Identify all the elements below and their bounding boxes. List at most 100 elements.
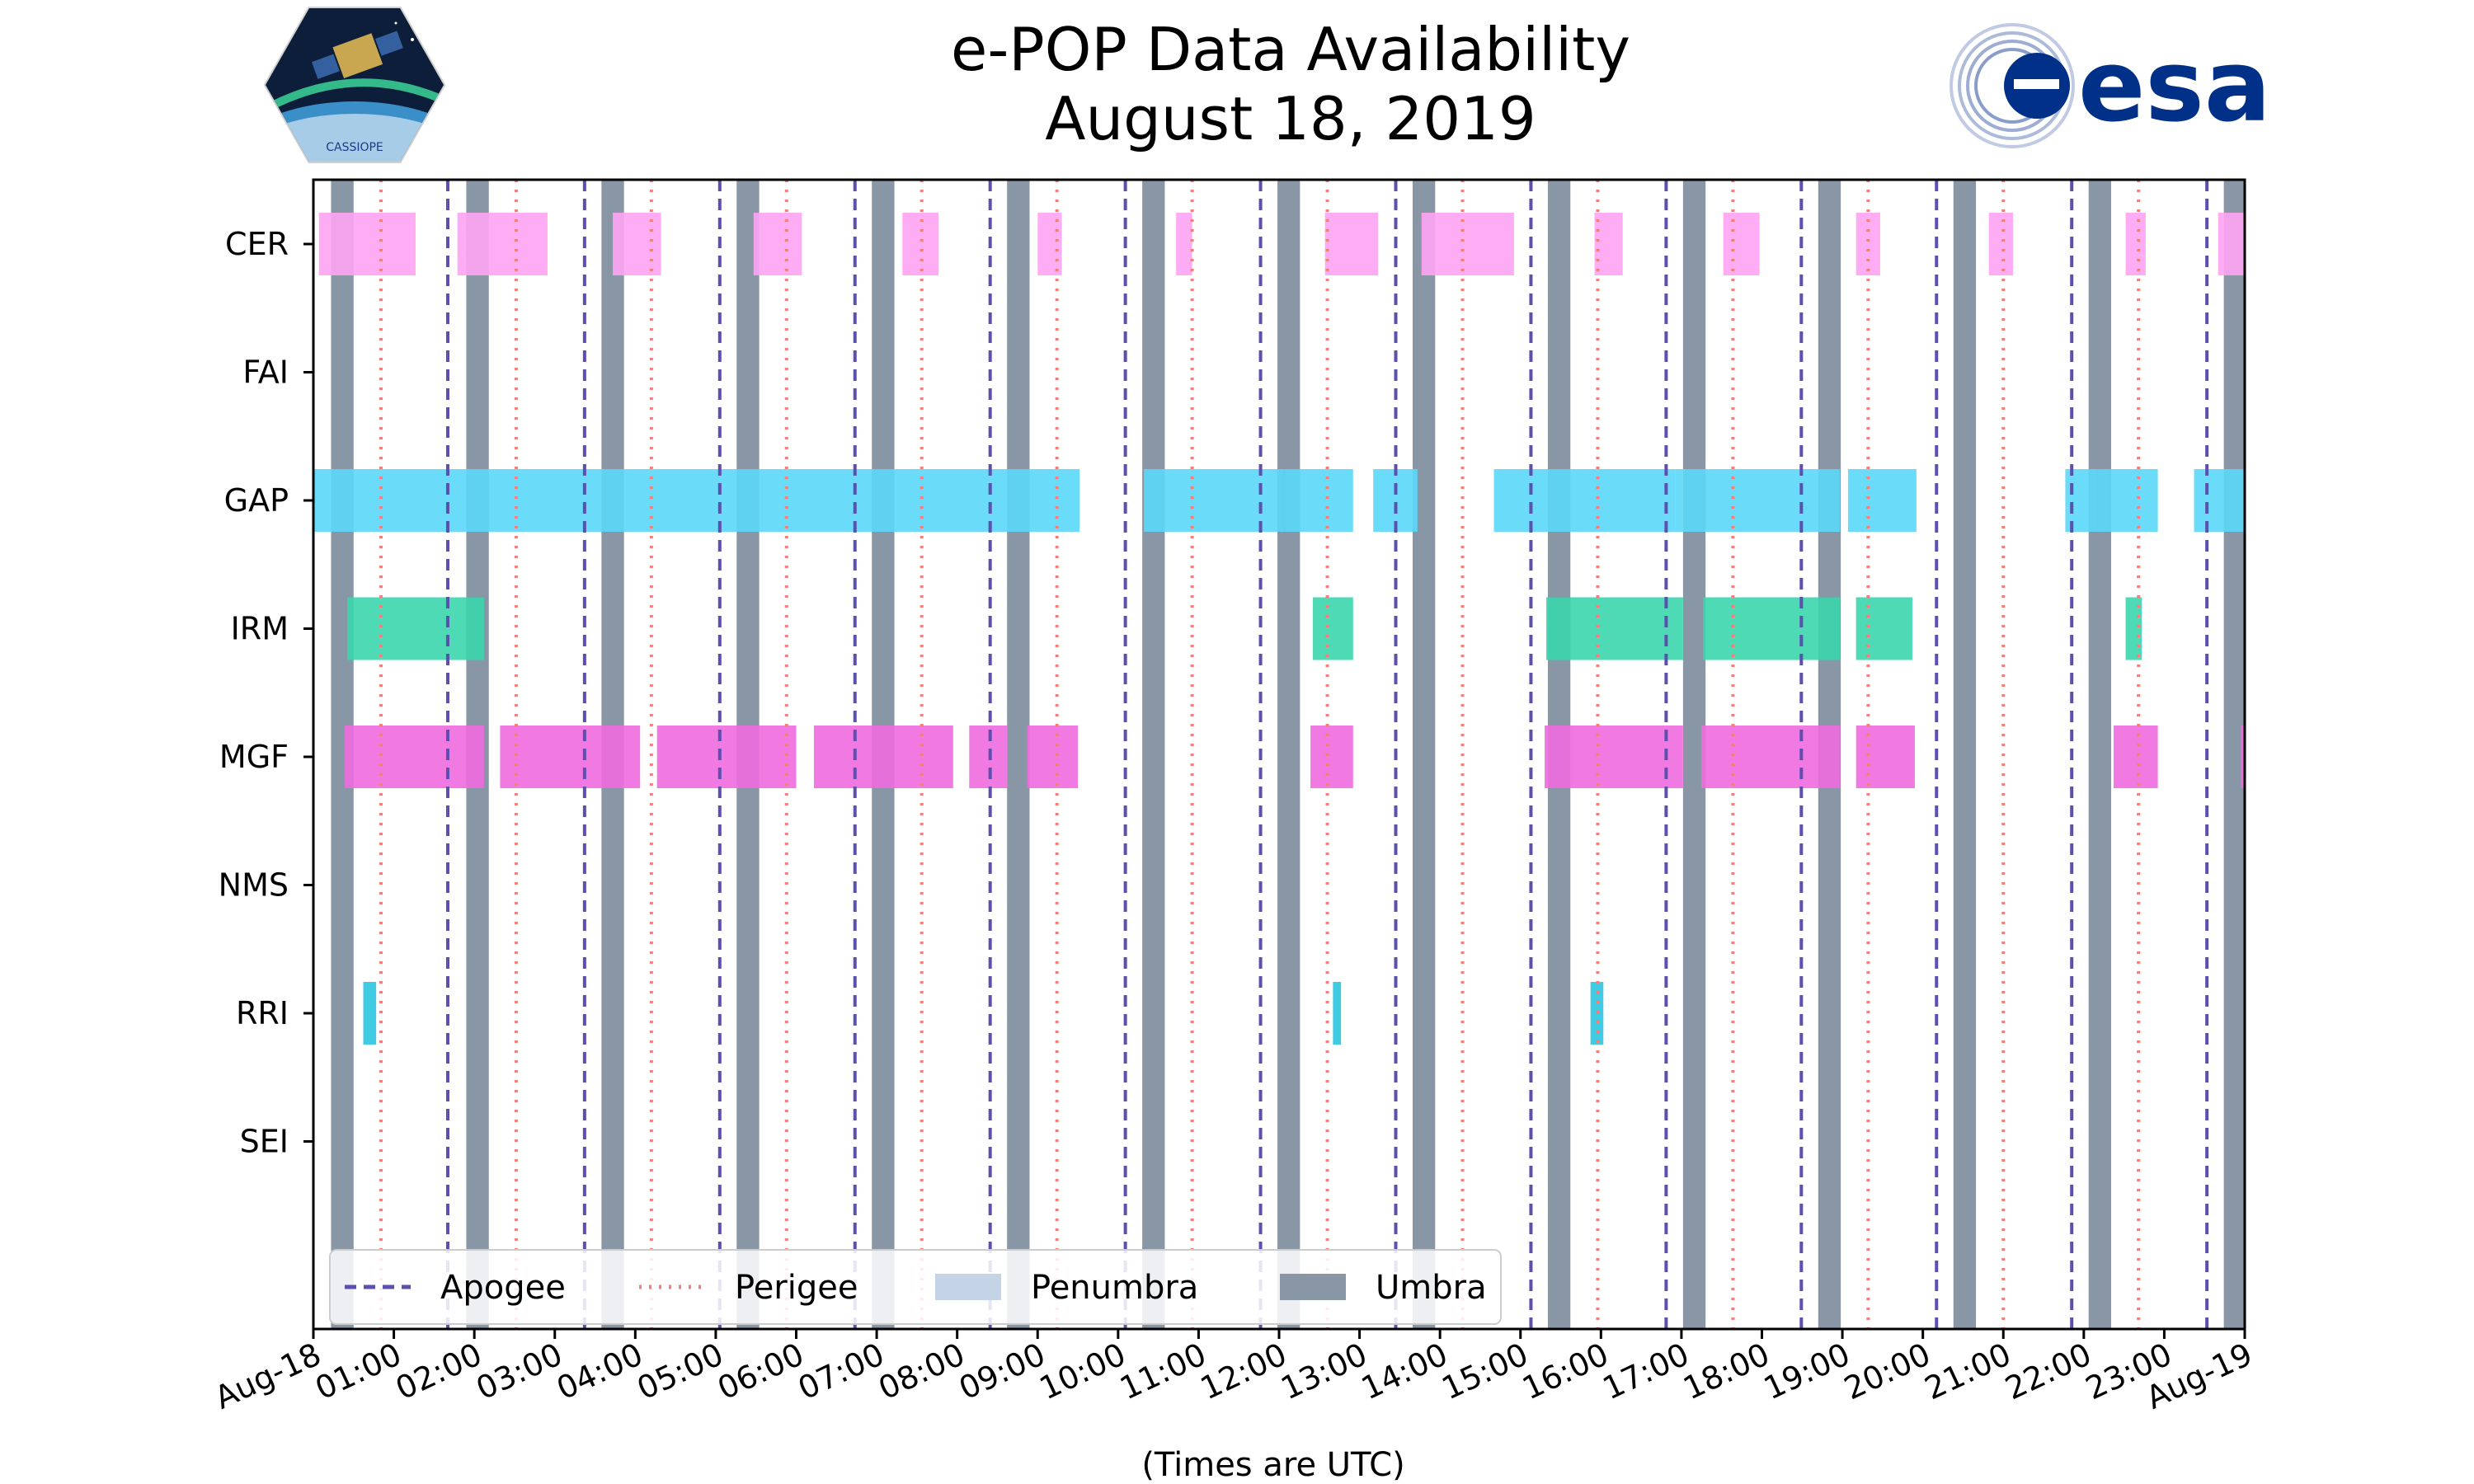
legend: Apogee Perigee Penumbra Umbra: [329, 1249, 1502, 1325]
x-tick-label-18: 18:00: [1677, 1336, 1775, 1407]
bar-irm-2: [1545, 597, 1683, 660]
x-tick-label-0: Aug-18: [209, 1336, 327, 1416]
bar-gap-2: [1284, 469, 1328, 532]
bar-mgf-8: [1701, 726, 1841, 788]
bar-mgf-7: [1545, 726, 1683, 788]
x-tick-label-9: 09:00: [953, 1336, 1051, 1407]
umbra-band-6: [1142, 180, 1165, 1329]
chart-title-line2: August 18, 2019: [1045, 84, 1536, 153]
y-tick-label-sei: SEI: [240, 1124, 289, 1160]
bar-gap-6: [1675, 469, 1683, 532]
x-tick-label-14: 14:00: [1356, 1336, 1453, 1407]
y-tick-label-irm: IRM: [231, 611, 289, 647]
legend-label-penumbra: Penumbra: [1031, 1269, 1198, 1307]
orbit-lines-layer: [379, 180, 2209, 1329]
bar-gap-12: [2194, 469, 2245, 532]
x-tick-label-15: 15:00: [1437, 1336, 1534, 1407]
x-tick-label-19: 19:00: [1758, 1336, 1856, 1407]
chart-title-line1: e-POP Data Availability: [951, 15, 1630, 84]
bar-rri-0: [363, 982, 377, 1045]
legend-label-perigee: Perigee: [735, 1269, 858, 1307]
legend-label-apogee: Apogee: [440, 1269, 566, 1307]
y-tick-label-cer: CER: [225, 226, 289, 262]
x-tick-label-2: 02:00: [390, 1336, 487, 1407]
bar-cer-5: [1037, 213, 1062, 275]
bars-layer: [313, 213, 2245, 1045]
bar-gap-11: [2109, 469, 2158, 532]
bar-cer-4: [902, 213, 939, 275]
x-tick-label-1: 01:00: [310, 1336, 407, 1407]
x-tick-label-6: 06:00: [712, 1336, 809, 1407]
x-tick-label-5: 05:00: [632, 1336, 729, 1407]
cassiope-logo-caption: CASSIOPE: [326, 141, 383, 154]
bar-irm-3: [1703, 597, 1841, 660]
bar-mgf-3: [813, 726, 953, 788]
bar-gap-0: [313, 469, 1079, 532]
bar-cer-8: [1421, 213, 1514, 275]
bar-cer-0: [318, 213, 416, 275]
bar-irm-0: [346, 597, 484, 660]
bar-cer-14: [2218, 213, 2245, 275]
bar-rri-1: [1333, 982, 1342, 1045]
x-tick-label-11: 11:00: [1114, 1336, 1211, 1407]
umbra-band-12: [1953, 180, 1977, 1329]
y-tick-label-fai: FAI: [242, 355, 289, 391]
bar-gap-3: [1327, 469, 1353, 532]
x-tick-label-17: 17:00: [1597, 1336, 1695, 1407]
x-tick-label-10: 10:00: [1034, 1336, 1131, 1407]
umbra-band-7: [1277, 180, 1300, 1329]
esa-logo-text: esa: [2078, 30, 2271, 144]
x-axis-label: (Times are UTC): [1141, 1446, 1404, 1484]
bar-cer-13: [2125, 213, 2146, 275]
bar-irm-1: [1312, 597, 1353, 660]
x-tick-label-3: 03:00: [471, 1336, 568, 1407]
bar-cer-1: [457, 213, 548, 275]
bar-gap-5: [1493, 469, 1676, 532]
bar-mgf-2: [656, 726, 797, 788]
esa-logo-icon: esa: [1950, 23, 2271, 148]
bar-gap-7: [1682, 469, 1841, 532]
bar-cer-3: [753, 213, 802, 275]
bar-cer-2: [613, 213, 661, 275]
x-tick-label-8: 08:00: [873, 1336, 971, 1407]
bar-irm-4: [1856, 597, 1912, 660]
umbra-band-8: [1412, 180, 1436, 1329]
bar-cer-10: [1723, 213, 1760, 275]
bar-mgf-1: [500, 726, 641, 788]
bar-mgf-11: [2241, 726, 2245, 788]
bar-cer-6: [1176, 213, 1192, 275]
y-tick-label-mgf: MGF: [219, 739, 289, 775]
bar-gap-1: [1144, 469, 1285, 532]
cassiope-logo-icon: CASSIOPE: [264, 7, 445, 163]
y-tick-label-nms: NMS: [219, 867, 289, 904]
x-tick-label-22: 22:00: [2000, 1336, 2097, 1407]
bar-mgf-10: [2113, 726, 2158, 788]
bar-cer-7: [1324, 213, 1379, 275]
legend-swatch-penumbra: [935, 1274, 1001, 1300]
x-tick-label-4: 04:00: [551, 1336, 648, 1407]
bar-mgf-0: [345, 726, 484, 788]
bar-cer-9: [1594, 213, 1623, 275]
x-tick-label-13: 13:00: [1276, 1336, 1373, 1407]
legend-label-umbra: Umbra: [1376, 1269, 1487, 1307]
x-tick-label-12: 12:00: [1195, 1336, 1292, 1407]
legend-swatch-umbra: [1280, 1274, 1346, 1300]
x-tick-label-20: 20:00: [1839, 1336, 1936, 1407]
x-tick-label-21: 21:00: [1919, 1336, 2016, 1407]
bar-gap-10: [2097, 469, 2110, 532]
umbra-band-5: [1007, 180, 1030, 1329]
y-tick-label-rri: RRI: [236, 995, 289, 1031]
bar-gap-8: [1847, 469, 1917, 532]
umbra-band-13: [2088, 180, 2112, 1329]
bar-cer-12: [1988, 213, 2013, 275]
bar-cer-11: [1856, 213, 1880, 275]
y-tick-label-gap: GAP: [224, 482, 289, 519]
bar-mgf-5: [1027, 726, 1079, 788]
x-tick-label-16: 16:00: [1517, 1336, 1614, 1407]
chart-title: e-POP Data Availability August 18, 2019: [0, 15, 2474, 153]
legend-box: [329, 1249, 1502, 1325]
bar-mgf-4: [969, 726, 1008, 788]
bar-mgf-6: [1310, 726, 1353, 788]
bar-mgf-9: [1856, 726, 1915, 788]
